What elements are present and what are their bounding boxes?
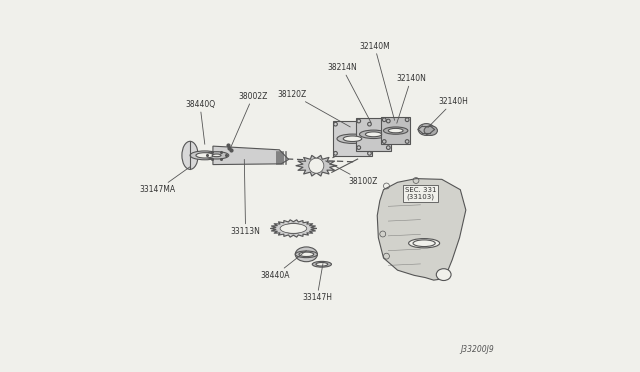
Text: 33113N: 33113N (230, 160, 260, 235)
Ellipse shape (182, 141, 198, 169)
Ellipse shape (196, 153, 214, 158)
Ellipse shape (418, 124, 435, 135)
Text: 38214N: 38214N (328, 63, 371, 122)
Text: SEC. 331
(33103): SEC. 331 (33103) (404, 187, 436, 200)
Bar (356, 118, 391, 151)
Polygon shape (296, 155, 337, 176)
Ellipse shape (295, 247, 317, 262)
Ellipse shape (383, 127, 408, 134)
Ellipse shape (436, 269, 451, 280)
Ellipse shape (312, 262, 332, 267)
Text: 32140N: 32140N (396, 74, 426, 123)
Ellipse shape (204, 152, 229, 159)
Ellipse shape (360, 130, 388, 138)
Text: 38002Z: 38002Z (230, 92, 268, 148)
Ellipse shape (190, 151, 220, 160)
Ellipse shape (280, 224, 307, 233)
Ellipse shape (212, 154, 221, 157)
Text: 38100Z: 38100Z (326, 161, 378, 186)
Ellipse shape (299, 252, 314, 257)
Ellipse shape (343, 136, 362, 141)
Polygon shape (271, 220, 316, 237)
Polygon shape (377, 179, 466, 280)
Bar (333, 121, 372, 156)
Ellipse shape (285, 223, 302, 234)
Text: 38440Q: 38440Q (185, 100, 215, 144)
Polygon shape (213, 146, 289, 164)
Ellipse shape (295, 251, 317, 258)
Ellipse shape (424, 126, 437, 135)
Text: J33200J9: J33200J9 (460, 345, 493, 354)
Text: 32140M: 32140M (359, 42, 395, 120)
Text: 33147MA: 33147MA (140, 167, 190, 194)
Ellipse shape (365, 132, 381, 137)
Text: 38120Z: 38120Z (278, 90, 350, 127)
Text: 32140H: 32140H (428, 97, 468, 128)
Text: 38440A: 38440A (260, 251, 307, 280)
Ellipse shape (337, 134, 368, 143)
Circle shape (308, 158, 324, 173)
Bar (381, 117, 410, 144)
Ellipse shape (413, 240, 435, 247)
Text: 33147H: 33147H (302, 263, 332, 302)
Ellipse shape (388, 128, 403, 133)
Ellipse shape (408, 238, 440, 248)
Ellipse shape (316, 263, 328, 266)
